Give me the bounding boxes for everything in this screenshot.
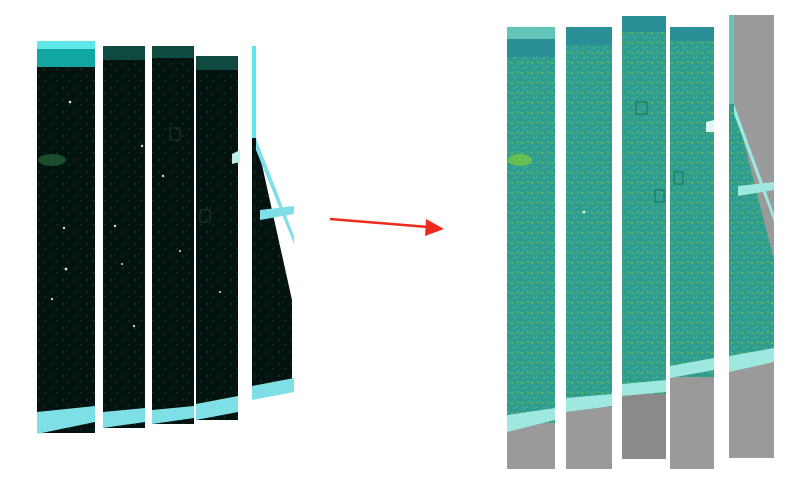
before-strip-4 — [196, 56, 240, 420]
before-panel — [37, 41, 294, 434]
before-strip-5 — [252, 46, 294, 400]
after-strip-3 — [622, 16, 666, 459]
after-strip-5 — [729, 15, 774, 458]
after-strip-4 — [670, 27, 714, 469]
transform-arrow — [329, 217, 444, 236]
after-panel — [507, 15, 774, 469]
after-strip-1 — [507, 27, 555, 469]
before-strip-2 — [103, 46, 145, 428]
after-strip-2 — [566, 27, 612, 469]
before-strip-3 — [152, 46, 194, 424]
before-strip-1 — [37, 41, 95, 434]
